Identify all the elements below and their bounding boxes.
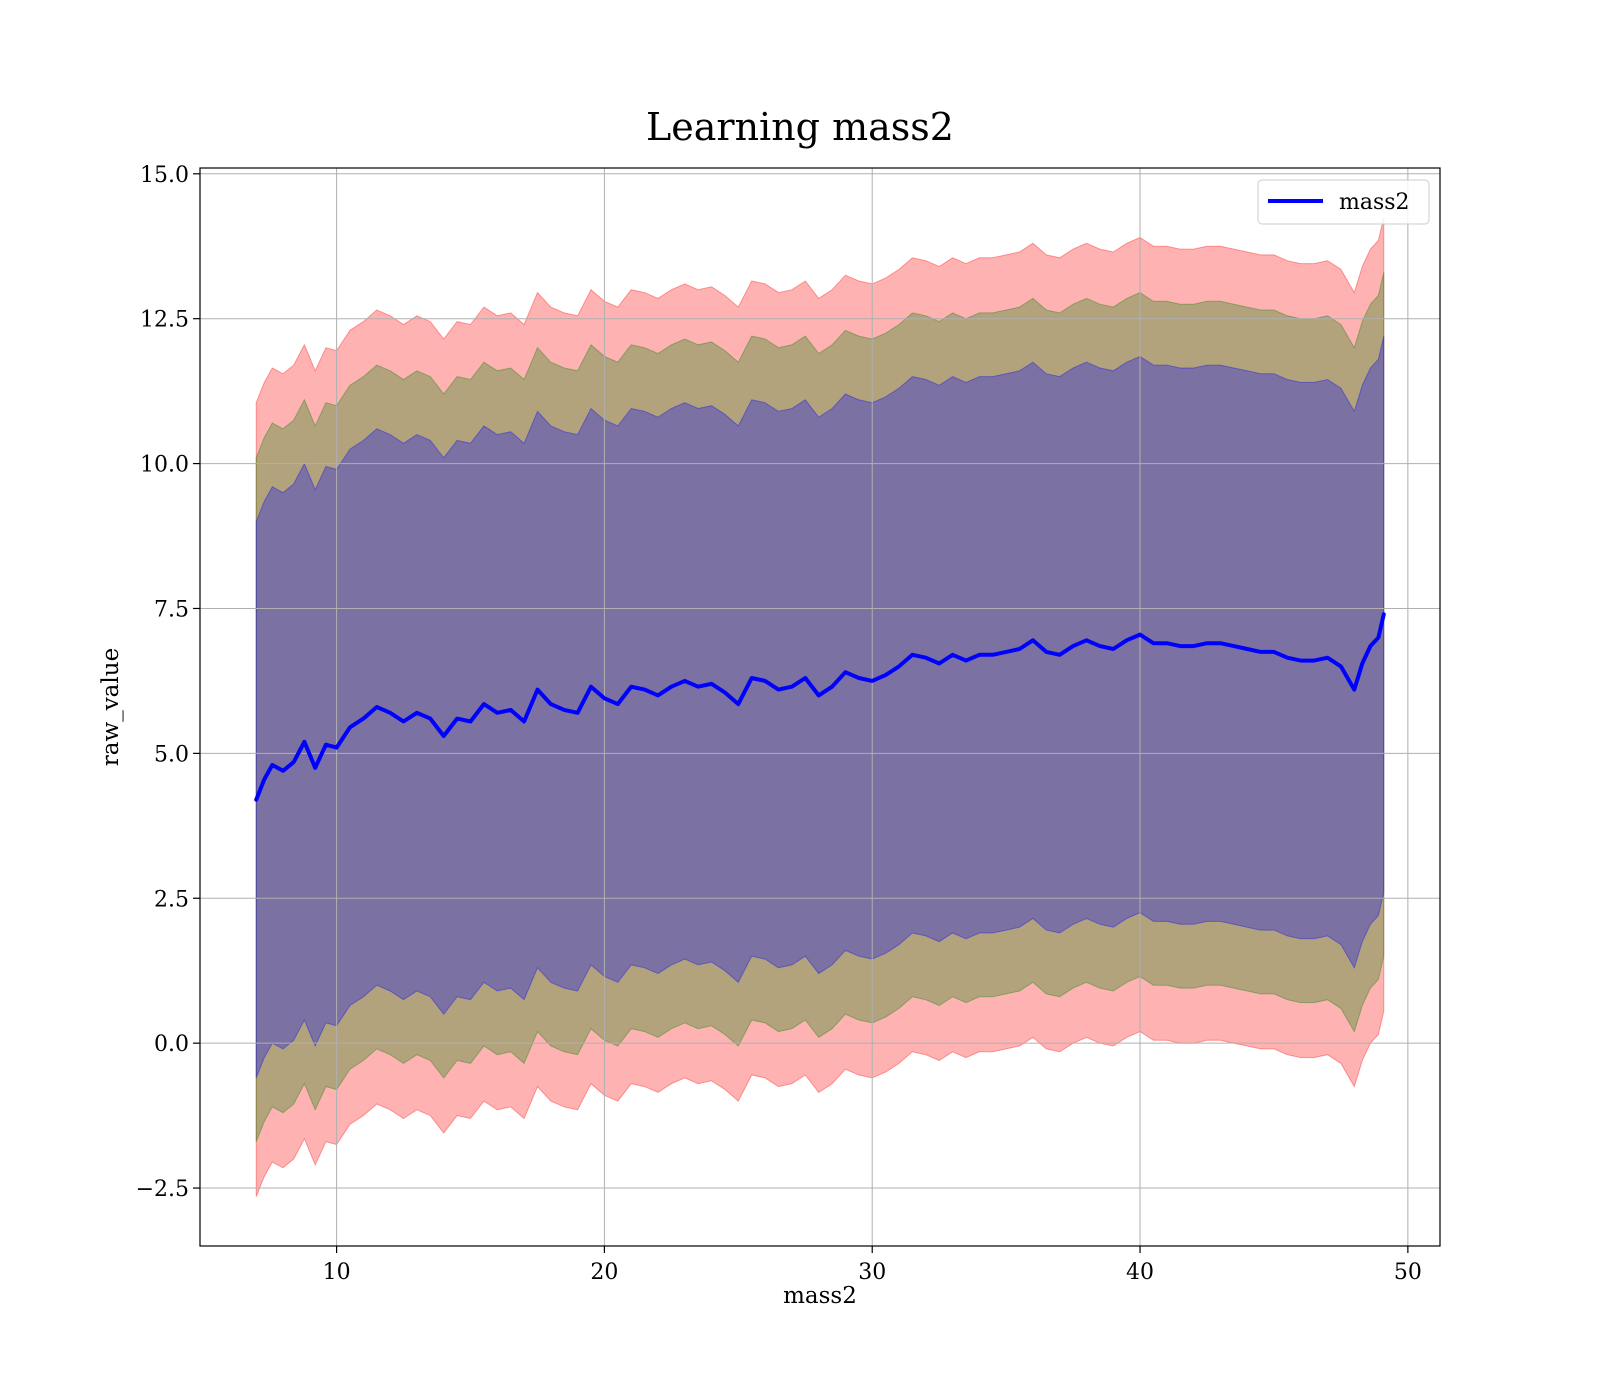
x-tick-label: 20 — [590, 1260, 618, 1285]
legend-box — [1257, 179, 1430, 225]
x-tick-label: 40 — [1126, 1260, 1154, 1285]
plot-frame — [199, 167, 1441, 1247]
x-axis-label: mass2 — [783, 1283, 857, 1309]
y-tick-label: 15.0 — [140, 163, 189, 188]
y-tick-label: 5.0 — [154, 742, 189, 767]
series-line-mass2 — [254, 612, 1386, 802]
confidence-band-2 — [255, 272, 1385, 1142]
x-axis-ticks: 10 20 30 40 50 — [323, 1246, 1422, 1285]
x-tick-label: 30 — [858, 1260, 886, 1285]
y-tick-label: 7.5 — [154, 597, 189, 622]
chart-title: Learning mass2 — [646, 105, 954, 149]
grid — [200, 168, 1440, 1246]
legend: mass2 — [1257, 179, 1430, 225]
confidence-band-3 — [255, 335, 1385, 1079]
series-lines — [254, 612, 1386, 802]
y-tick-label: 10.0 — [140, 453, 189, 478]
x-tick-label: 10 — [323, 1260, 351, 1285]
y-tick-label: 2.5 — [154, 887, 189, 912]
confidence-band-1 — [255, 217, 1385, 1197]
y-axis-ticks: −2.5 0.0 2.5 5.0 7.5 10.0 12.5 15.0 — [136, 163, 200, 1202]
y-axis-label: raw_value — [98, 648, 124, 766]
x-tick-label: 50 — [1394, 1260, 1422, 1285]
legend-label-mass2: mass2 — [1339, 190, 1410, 215]
confidence-bands — [255, 217, 1385, 1197]
y-tick-label: −2.5 — [136, 1177, 189, 1202]
y-tick-label: 0.0 — [154, 1032, 189, 1057]
y-tick-label: 12.5 — [140, 308, 189, 333]
